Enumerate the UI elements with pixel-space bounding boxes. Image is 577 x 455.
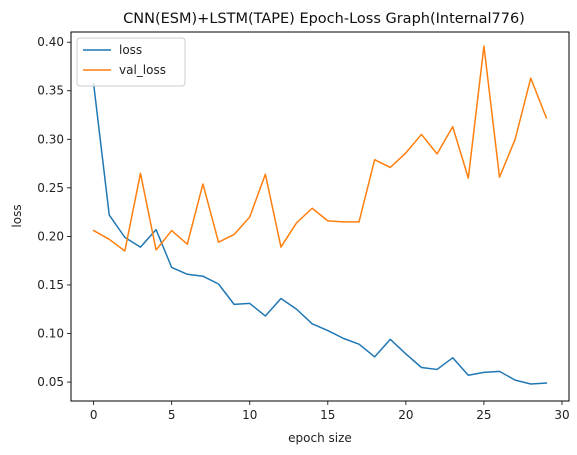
y-tick-label: 0.25 <box>37 181 64 195</box>
x-tick-label: 10 <box>242 408 257 422</box>
x-tick-label: 25 <box>476 408 491 422</box>
y-tick-label: 0.15 <box>37 278 64 292</box>
x-tick-label: 0 <box>90 408 98 422</box>
y-tick-label: 0.10 <box>37 327 64 341</box>
x-tick-label: 5 <box>168 408 176 422</box>
x-tick-label: 30 <box>554 408 569 422</box>
y-axis-label: loss <box>10 204 24 227</box>
y-tick-label: 0.35 <box>37 84 64 98</box>
plot-area <box>70 31 570 402</box>
y-axis: 0.05 0.10 0.15 0.20 0.25 0.30 0.35 0.40 <box>37 35 71 389</box>
series-layer <box>92 45 548 385</box>
x-tick-label: 20 <box>398 408 413 422</box>
y-tick-label: 0.40 <box>37 35 64 49</box>
chart-title: CNN(ESM)+LSTM(TAPE) Epoch-Loss Graph(Int… <box>123 11 525 27</box>
series-line-loss <box>92 83 548 385</box>
x-axis-label: epoch size <box>288 431 352 445</box>
legend: loss val_loss <box>76 37 186 87</box>
legend-label-val-loss: val_loss <box>119 63 166 77</box>
y-tick-label: 0.30 <box>37 132 64 146</box>
y-tick-label: 0.20 <box>37 229 64 243</box>
series-line-val-loss <box>92 45 548 252</box>
x-tick-label: 15 <box>320 408 335 422</box>
y-tick-label: 0.05 <box>37 375 64 389</box>
legend-label-loss: loss <box>119 43 142 57</box>
x-axis: 0 5 10 15 20 25 30 <box>90 401 570 422</box>
